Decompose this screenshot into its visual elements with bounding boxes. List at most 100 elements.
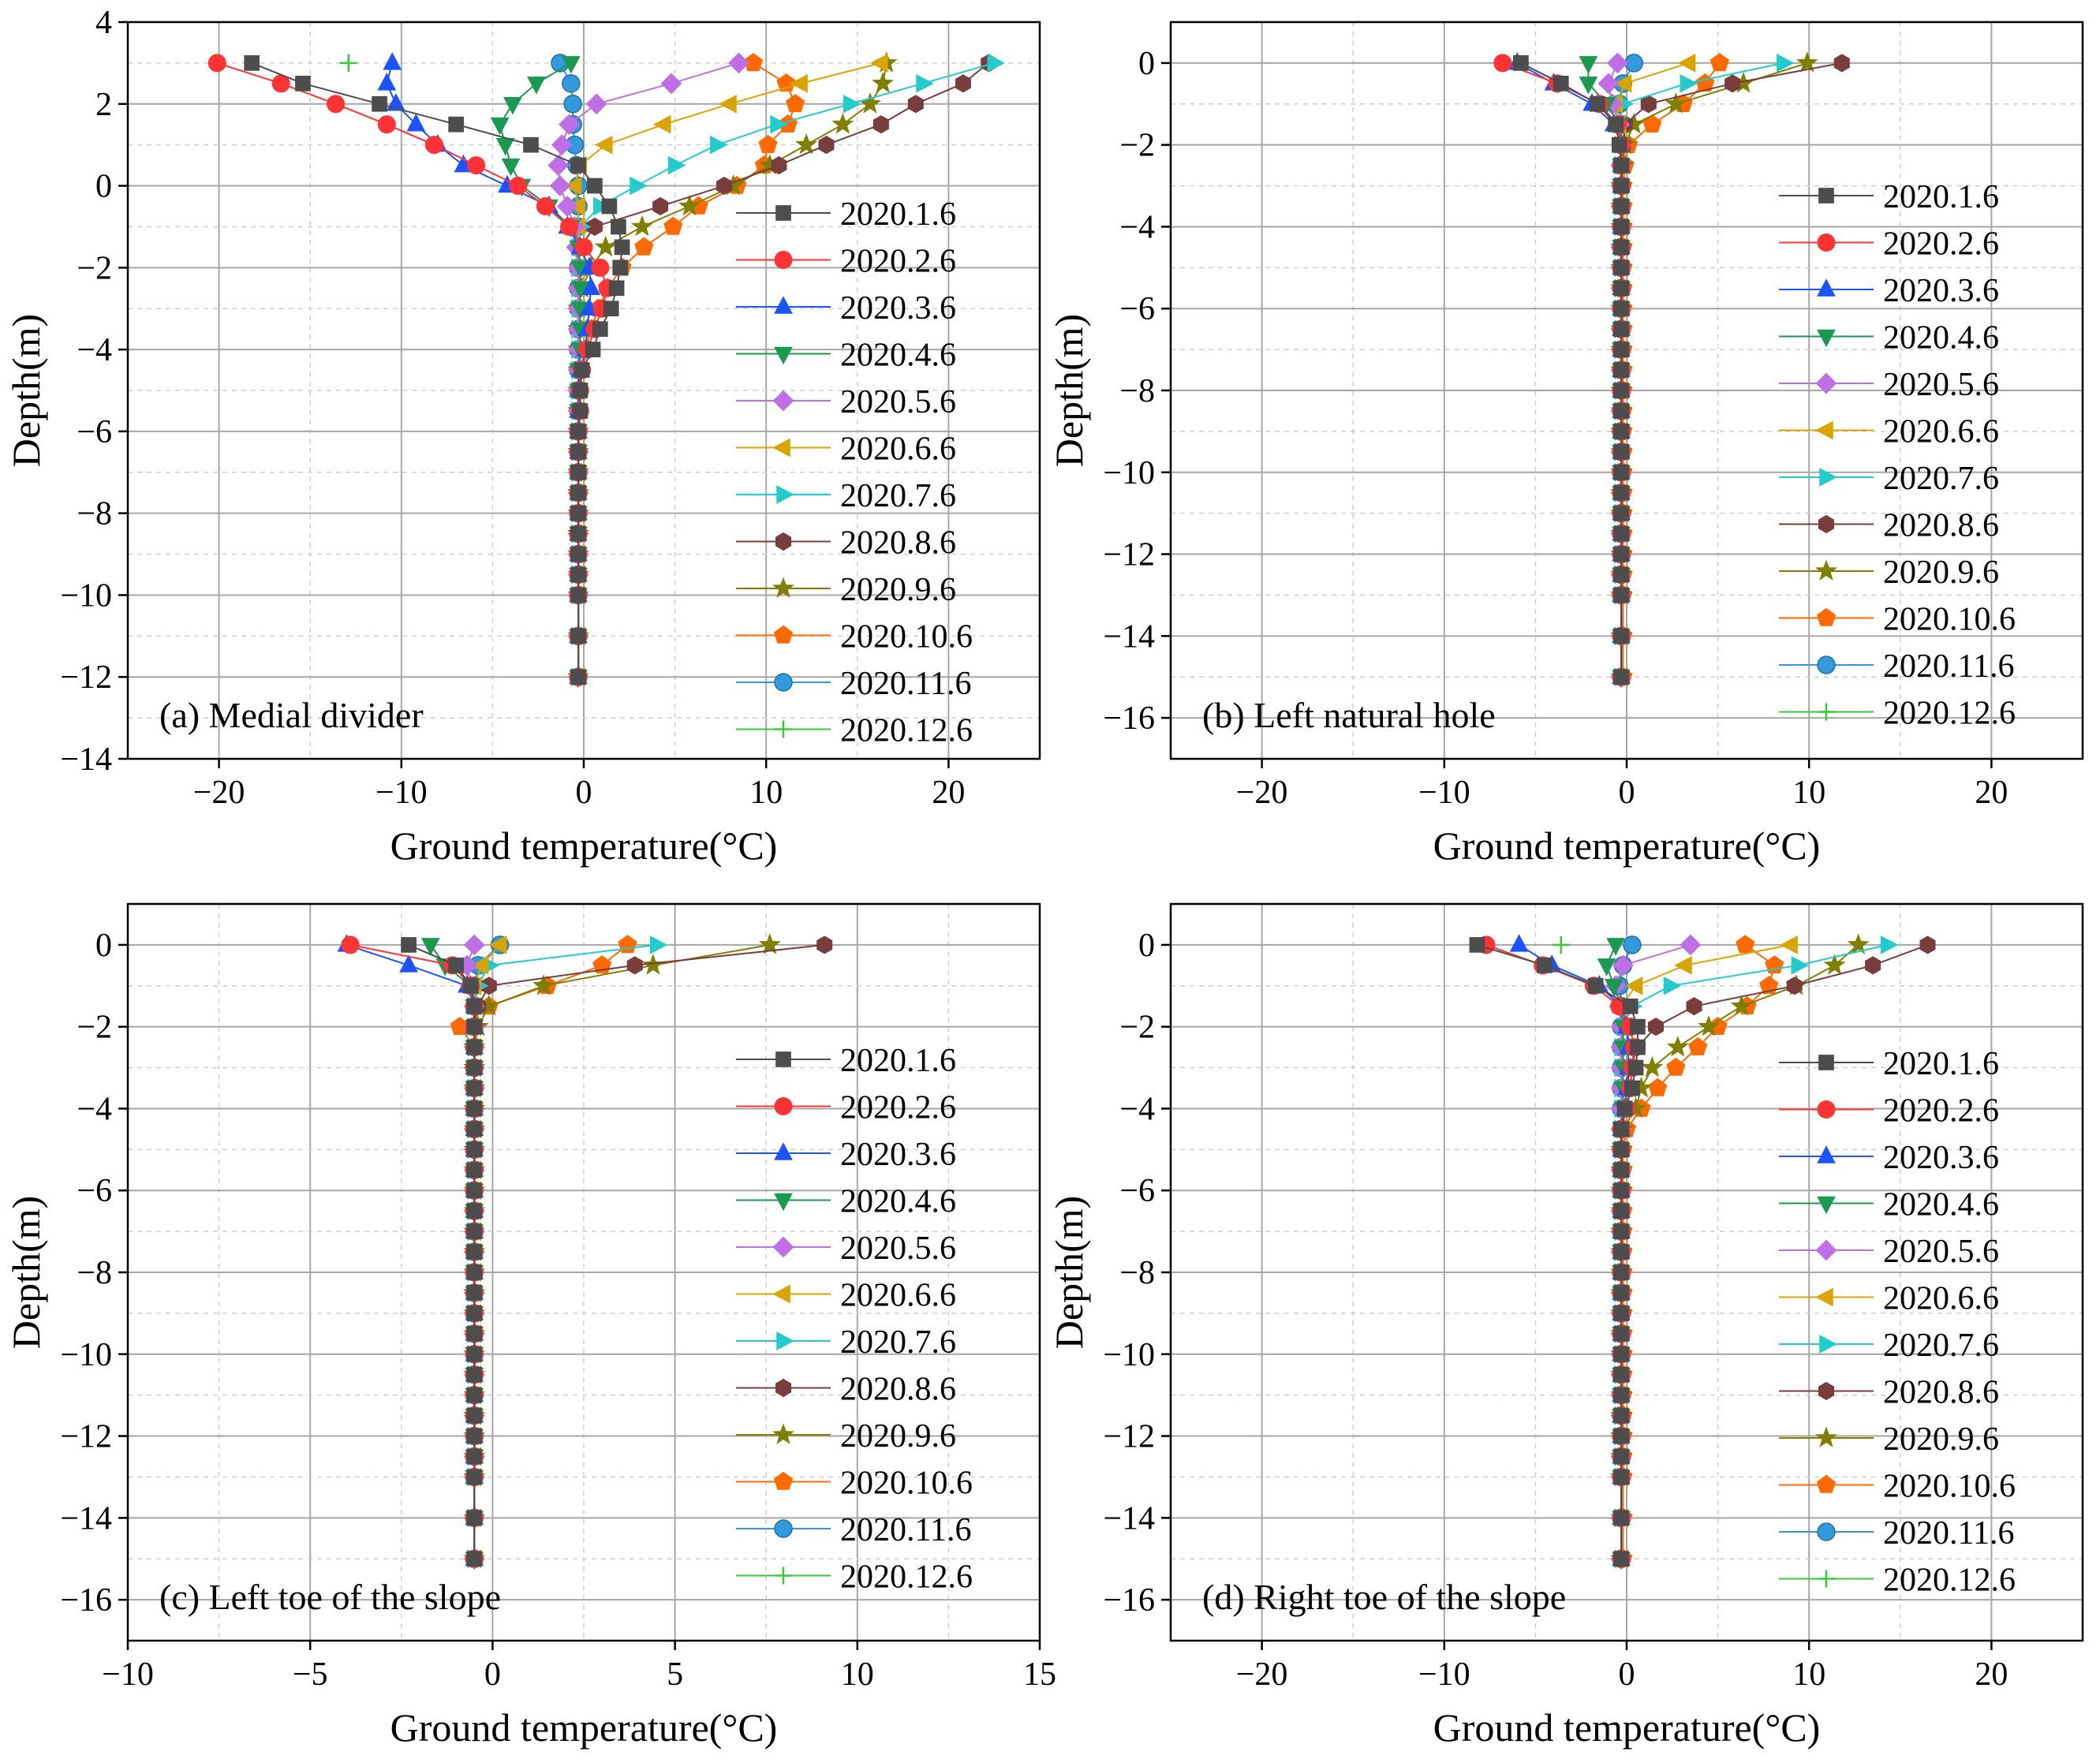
legend-item: 2020.10.6 <box>1779 602 2016 638</box>
data-point <box>1604 979 1624 997</box>
series-line <box>473 943 825 1559</box>
legend-label: 2020.12.6 <box>840 1559 973 1596</box>
data-point <box>790 74 808 93</box>
legend-item: 2020.6.6 <box>736 431 956 468</box>
data-point <box>595 135 613 155</box>
data-point <box>570 505 586 521</box>
y-ticks: 0 −2 −4 −6 −8 −10 −12 −14 −16 <box>1103 46 1171 737</box>
gridlines <box>128 904 1040 1641</box>
legend-marker <box>774 251 793 269</box>
data-point <box>466 1366 483 1383</box>
legend-label: 2020.6.6 <box>1883 414 1999 450</box>
data-point <box>1627 1059 1644 1076</box>
series-layer <box>207 51 1005 688</box>
data-point <box>1597 73 1620 95</box>
x-axis-label: Ground temperature(°C) <box>390 823 778 868</box>
data-point <box>470 956 489 975</box>
data-point <box>527 77 546 95</box>
legend-label: 2020.12.6 <box>1883 696 2016 732</box>
y-tick-label: 0 <box>1138 46 1155 82</box>
legend-marker <box>772 390 794 412</box>
legend-label: 2020.7.6 <box>1883 1328 1999 1364</box>
data-point <box>1613 1510 1629 1526</box>
legend-marker <box>772 1284 790 1304</box>
legend-label: 2020.3.6 <box>1883 1140 1999 1176</box>
data-point <box>1590 95 1605 112</box>
legend-label: 2020.5.6 <box>840 1231 956 1267</box>
legend-item: 2020.4.6 <box>1779 1187 1999 1223</box>
legend-label: 2020.7.6 <box>840 478 956 514</box>
data-point <box>1469 937 1485 953</box>
legend-marker <box>774 1097 793 1115</box>
series-line <box>251 62 623 678</box>
legend-item: 2020.10.6 <box>1779 1469 2016 1505</box>
data-point <box>1613 383 1629 398</box>
data-point <box>1759 976 1779 995</box>
panel-annotation: (c) Left toe of the slope <box>159 1577 501 1617</box>
legend-marker <box>774 296 793 314</box>
data-point <box>1607 52 1628 74</box>
data-point <box>626 956 643 975</box>
data-point <box>466 1469 483 1485</box>
data-point <box>758 933 781 954</box>
data-point <box>448 957 465 973</box>
panel-3: −10 −5 0 5 10 15 0 −2 −4 −6 −8 −10 −12 −14 −16 Ground t… <box>4 902 1056 1750</box>
data-point <box>466 998 483 1014</box>
y-tick-label: −12 <box>60 659 112 696</box>
legend-item: 2020.1.6 <box>736 1043 956 1079</box>
data-point <box>207 54 226 73</box>
legend-item: 2020.9.6 <box>1779 1421 1999 1458</box>
data-point <box>660 73 682 95</box>
legend-item: 2020.9.6 <box>736 1418 956 1455</box>
legend-label: 2020.8.6 <box>1883 508 1999 544</box>
data-point <box>448 116 465 133</box>
y-tick-label: 2 <box>95 87 112 123</box>
legend-item: 2020.3.6 <box>736 290 956 327</box>
data-point <box>771 156 787 175</box>
y-tick-label: −16 <box>60 1582 112 1619</box>
legend-marker <box>1817 1196 1836 1215</box>
data-point <box>634 237 654 256</box>
data-point <box>1791 956 1810 975</box>
legend-marker <box>1818 1381 1834 1401</box>
data-point <box>1688 1036 1708 1055</box>
data-point <box>1613 1366 1629 1383</box>
legend-label: 2020.9.6 <box>1883 555 1999 591</box>
data-point <box>574 237 593 256</box>
legend-marker <box>1818 188 1834 204</box>
data-point <box>649 936 668 954</box>
y-tick-label: −8 <box>1119 373 1155 409</box>
data-point <box>1623 936 1642 954</box>
y-tick-label: −10 <box>1103 455 1155 491</box>
data-point <box>778 114 798 133</box>
data-point <box>523 136 539 153</box>
data-point <box>1613 1182 1629 1199</box>
y-tick-label: −6 <box>77 1173 112 1209</box>
y-tick-label: −8 <box>77 1255 112 1291</box>
legend-marker <box>1817 329 1836 348</box>
series-layer <box>337 933 833 1570</box>
data-point <box>816 936 833 954</box>
data-point <box>872 72 895 93</box>
legend-marker <box>774 1193 793 1212</box>
series-2020.1.6 <box>1513 55 1629 685</box>
data-point <box>1624 1080 1640 1096</box>
data-point <box>1613 1387 1629 1403</box>
data-point <box>466 1448 483 1465</box>
series-2020.1.6 <box>1469 937 1646 1567</box>
data-point <box>1493 54 1512 73</box>
data-point <box>955 74 971 93</box>
data-point <box>618 935 637 954</box>
data-point <box>1665 92 1687 114</box>
data-point <box>1613 628 1629 644</box>
data-point <box>1613 403 1629 419</box>
series-line <box>1516 62 1623 678</box>
legend-label: 2020.10.6 <box>1883 602 2016 638</box>
legend-marker <box>772 577 794 598</box>
y-tick-label: −10 <box>60 1337 112 1373</box>
y-tick-label: −2 <box>1119 128 1155 164</box>
x-axis-label: Ground temperature(°C) <box>1433 1705 1821 1750</box>
legend-label: 2020.12.6 <box>840 713 973 749</box>
legend-item: 2020.12.6 <box>736 1559 973 1596</box>
